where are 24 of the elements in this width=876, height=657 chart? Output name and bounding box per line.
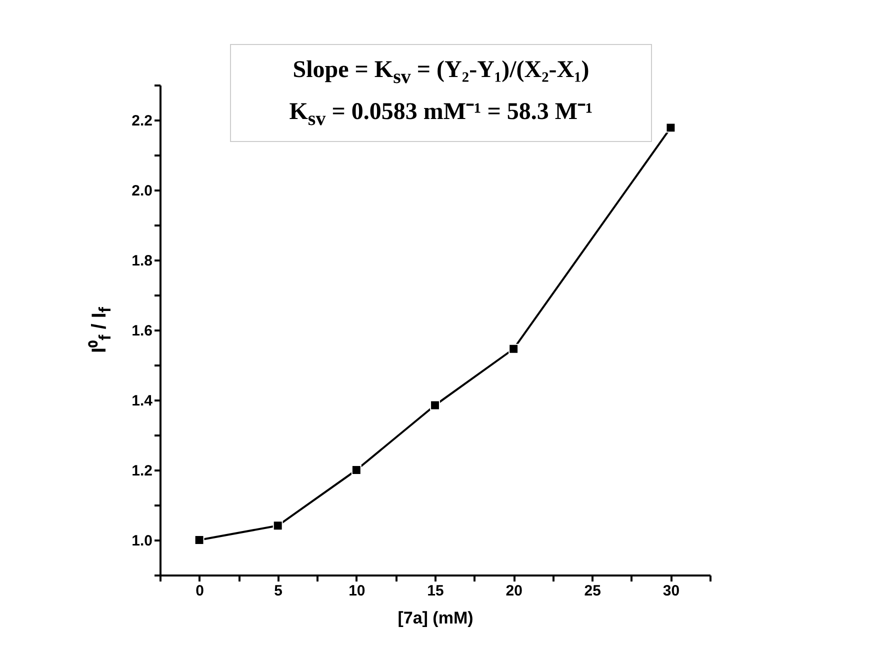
x-axis-title: [7a] (mM)	[398, 608, 474, 628]
x-tick-label: 5	[274, 582, 283, 600]
point	[351, 465, 362, 475]
point	[508, 344, 519, 354]
y-tick-label: 1.4	[132, 392, 154, 410]
x-tick-label: 20	[506, 582, 522, 600]
annotation: Slope = K$_{sv}$ = (Y₂-Y₁)/(X₂-X₁)	[292, 56, 590, 90]
x-tick-label: 30	[662, 582, 680, 600]
y-tick-label: 1.0	[132, 532, 152, 550]
x-tick-label: 25	[584, 582, 601, 600]
x-tick-label: 0	[196, 582, 204, 600]
y-tick-label: 2.2	[132, 112, 152, 130]
y-tick-label: 2.0	[132, 182, 152, 200]
annotation: K$_{sv}$ = 0.0583 mM⁻¹ = 58.3 M⁻¹	[288, 98, 594, 132]
y-tick-label: 1.2	[132, 462, 152, 480]
x-tick-label: 15	[427, 582, 444, 600]
text-box: Slope = K$_{sv}$ = (Y₂-Y₁)/(X₂-X₁) K$_{sv}$ = 0.0583 mM⁻¹ = 58.3 M⁻¹	[230, 44, 652, 142]
point	[666, 122, 676, 133]
y-tick-label: 1.8	[132, 252, 152, 270]
point	[272, 520, 283, 531]
x-tick-label: 10	[348, 582, 366, 600]
point	[430, 400, 440, 410]
y-tick-label: 1.6	[132, 322, 152, 340]
point	[194, 535, 204, 545]
